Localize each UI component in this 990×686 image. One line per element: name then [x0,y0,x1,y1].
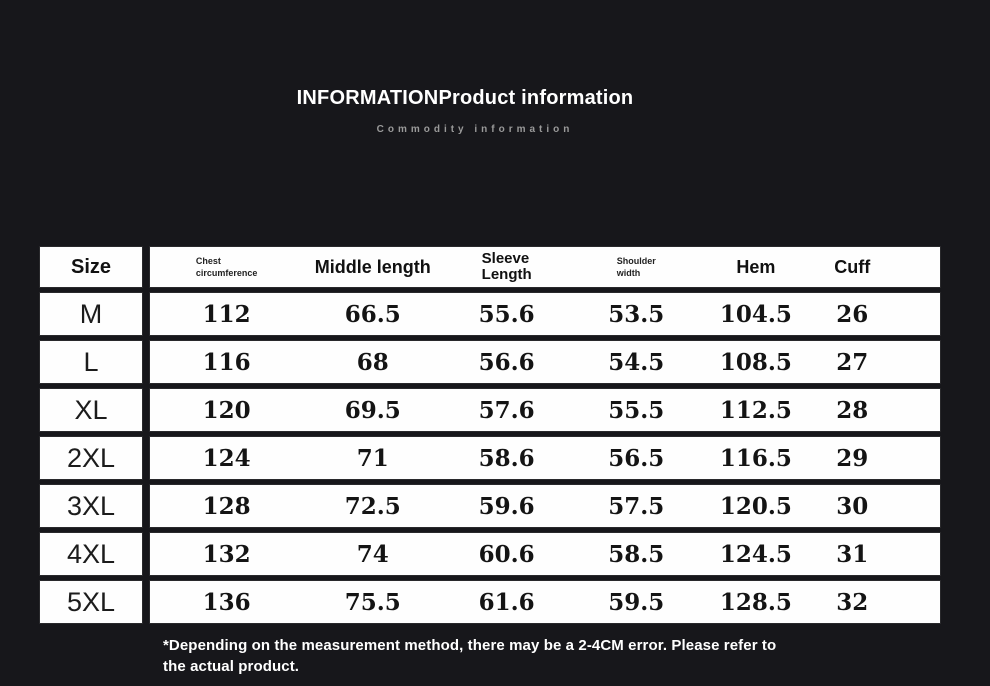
page-subtitle: Commodity information [376,124,574,135]
middle-value: 75.5 [344,588,401,616]
header-cuff: Cuff [834,256,871,277]
header-chest-line1: Chest [195,255,221,266]
chest-value: 116 [202,348,251,376]
shoulder-value: 56.5 [608,444,665,472]
cuff-value: 27 [836,348,869,376]
size-label: 5XL [40,581,142,623]
disclaimer-note: *Depending on the measurement method, th… [163,635,776,677]
chest-value: 136 [202,588,251,616]
middle-value: 68 [356,348,389,376]
chest-value: 128 [202,492,251,520]
disclaimer-line-1: *Depending on the measurement method, th… [163,637,777,654]
hem-value: 128.5 [719,588,792,616]
shoulder-value: 57.5 [608,492,665,520]
shoulder-value: 55.5 [608,396,665,424]
sleeve-value: 57.6 [478,396,535,424]
header-middle-length: Middle length [314,256,431,277]
header-spacer [894,247,940,287]
size-chart-table: Size Chest circumference Middle length Sl… [40,247,940,629]
chest-value: 120 [202,396,251,424]
size-label: M [40,293,142,335]
hem-value: 112.5 [719,396,792,424]
cuff-value: 26 [836,300,869,328]
header-sleeve-line2: Length [481,266,532,283]
size-label: L [40,341,142,383]
middle-value: 69.5 [344,396,401,424]
cuff-value: 29 [836,444,869,472]
table-row-3xl: 3XL 128 72.5 59.6 57.5 120.5 30 [40,485,940,527]
header-main-cell: Chest circumference Middle length Sleeve L… [150,247,940,287]
chest-value: 112 [202,300,251,328]
size-label: 3XL [40,485,142,527]
cuff-value: 30 [836,492,869,520]
middle-value: 71 [356,444,389,472]
header-shoulder-line2: width [616,268,641,278]
table-row-l: L 116 68 56.6 54.5 108.5 27 [40,341,940,383]
chest-value: 132 [202,540,251,568]
sleeve-value: 56.6 [478,348,535,376]
hem-value: 120.5 [719,492,792,520]
shoulder-value: 54.5 [608,348,665,376]
header-sleeve-length: Sleeve Length [442,247,571,287]
chest-value: 124 [202,444,251,472]
sleeve-value: 61.6 [478,588,535,616]
hem-value: 116.5 [719,444,792,472]
disclaimer-line-2: the actual product. [163,658,300,675]
cuff-value: 32 [836,588,869,616]
shoulder-value: 58.5 [608,540,665,568]
size-label: XL [40,389,142,431]
shoulder-value: 53.5 [608,300,665,328]
hem-value: 124.5 [719,540,792,568]
table-row-4xl: 4XL 132 74 60.6 58.5 124.5 31 [40,533,940,575]
sleeve-value: 59.6 [478,492,535,520]
cuff-value: 31 [836,540,869,568]
sleeve-value: 60.6 [478,540,535,568]
hem-value: 104.5 [719,300,792,328]
header-hem: Hem [736,256,776,277]
header-chest-line2: circumference [195,268,258,278]
middle-value: 74 [356,540,389,568]
table-row-xl: XL 120 69.5 57.6 55.5 112.5 28 [40,389,940,431]
sleeve-value: 58.6 [478,444,535,472]
size-label: 2XL [40,437,142,479]
table-header-row: Size Chest circumference Middle length Sl… [40,247,940,287]
header-shoulder-width: Shoulder width [571,247,701,287]
size-label: 4XL [40,533,142,575]
middle-value: 72.5 [344,492,401,520]
shoulder-value: 59.5 [608,588,665,616]
header-sleeve-line1: Sleeve [481,249,530,267]
table-row-5xl: 5XL 136 75.5 61.6 59.5 128.5 32 [40,581,940,623]
header-shoulder-line1: Shoulder [616,255,656,266]
table-row-m: M 112 66.5 55.6 53.5 104.5 26 [40,293,940,335]
cuff-value: 28 [836,396,869,424]
sleeve-value: 55.6 [478,300,535,328]
page-title: INFORMATIONProduct information [296,87,634,109]
middle-value: 66.5 [344,300,401,328]
hem-value: 108.5 [719,348,792,376]
table-row-2xl: 2XL 124 71 58.6 56.5 116.5 29 [40,437,940,479]
header-chest-circumference: Chest circumference [150,247,303,287]
header-size-cell: Size [40,247,142,287]
